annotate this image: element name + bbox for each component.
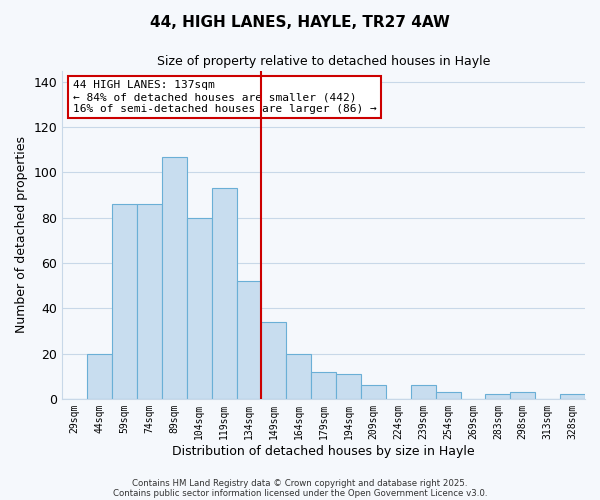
Bar bbox=[137, 204, 162, 399]
Bar bbox=[361, 385, 386, 399]
Bar bbox=[411, 385, 436, 399]
Bar bbox=[112, 204, 137, 399]
Text: 44 HIGH LANES: 137sqm
← 84% of detached houses are smaller (442)
16% of semi-det: 44 HIGH LANES: 137sqm ← 84% of detached … bbox=[73, 80, 376, 114]
Bar bbox=[511, 392, 535, 399]
Bar bbox=[336, 374, 361, 399]
Text: Contains public sector information licensed under the Open Government Licence v3: Contains public sector information licen… bbox=[113, 488, 487, 498]
Bar bbox=[436, 392, 461, 399]
Bar bbox=[212, 188, 236, 399]
Bar bbox=[87, 354, 112, 399]
Title: Size of property relative to detached houses in Hayle: Size of property relative to detached ho… bbox=[157, 55, 490, 68]
Bar bbox=[560, 394, 585, 399]
Y-axis label: Number of detached properties: Number of detached properties bbox=[15, 136, 28, 333]
Text: Contains HM Land Registry data © Crown copyright and database right 2025.: Contains HM Land Registry data © Crown c… bbox=[132, 478, 468, 488]
Bar bbox=[162, 156, 187, 399]
Bar bbox=[286, 354, 311, 399]
Bar bbox=[236, 281, 262, 399]
Bar bbox=[311, 372, 336, 399]
Text: 44, HIGH LANES, HAYLE, TR27 4AW: 44, HIGH LANES, HAYLE, TR27 4AW bbox=[150, 15, 450, 30]
Bar bbox=[485, 394, 511, 399]
Bar bbox=[262, 322, 286, 399]
X-axis label: Distribution of detached houses by size in Hayle: Distribution of detached houses by size … bbox=[172, 444, 475, 458]
Bar bbox=[187, 218, 212, 399]
